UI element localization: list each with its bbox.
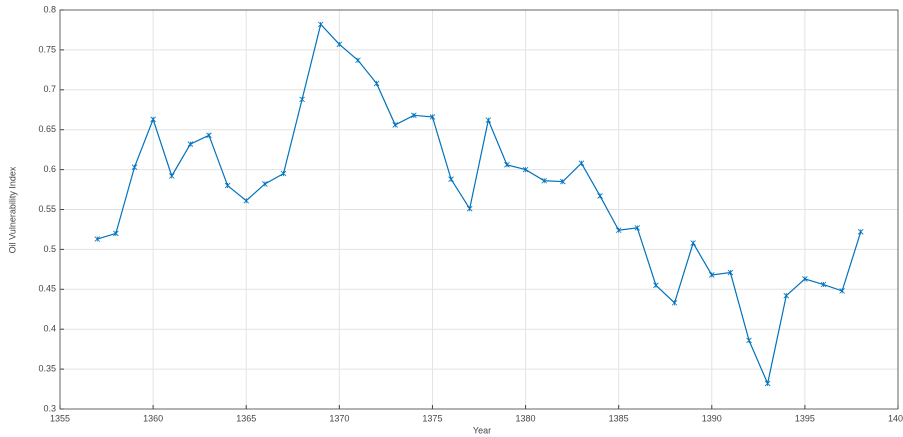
x-axis-label: Year — [473, 425, 491, 435]
marker — [355, 57, 361, 64]
y-tick-label: 0.3 — [43, 403, 56, 413]
marker — [727, 269, 734, 276]
marker — [839, 288, 845, 294]
marker — [150, 116, 156, 123]
marker — [94, 236, 101, 242]
marker — [168, 173, 175, 179]
marker — [541, 177, 547, 184]
marker — [373, 80, 380, 87]
marker — [560, 178, 566, 185]
marker — [187, 141, 194, 147]
marker — [690, 240, 696, 246]
x-tick-label: 1380 — [516, 413, 536, 423]
marker — [392, 122, 398, 128]
y-tick-label: 0.8 — [43, 4, 56, 14]
marker — [802, 276, 808, 282]
marker — [634, 225, 641, 231]
y-tick-label: 0.35 — [38, 363, 56, 373]
x-tick-label: 1375 — [422, 413, 442, 423]
x-tick-label: 1360 — [143, 413, 163, 423]
marker — [820, 281, 827, 288]
y-tick-label: 0.5 — [43, 244, 56, 254]
marker — [429, 114, 436, 120]
marker — [653, 282, 659, 289]
marker — [522, 166, 529, 173]
marker — [783, 292, 790, 299]
marker — [336, 41, 343, 48]
marker — [411, 112, 417, 119]
marker — [466, 205, 473, 212]
marker — [708, 272, 715, 278]
x-tick-label: 1390 — [702, 413, 722, 423]
marker — [485, 117, 492, 123]
marker — [615, 227, 622, 234]
marker — [262, 181, 268, 187]
marker — [857, 229, 864, 235]
x-tick-label: 1385 — [609, 413, 629, 423]
marker — [597, 193, 603, 199]
marker — [448, 176, 454, 182]
x-tick-label: 1400 — [888, 413, 903, 423]
x-tick-label: 1355 — [50, 413, 70, 423]
marker — [317, 21, 324, 28]
marker — [671, 300, 678, 306]
y-tick-label: 0.4 — [43, 324, 56, 334]
marker — [504, 162, 510, 168]
y-tick-label: 0.7 — [43, 84, 56, 94]
marker — [131, 164, 138, 170]
x-tick-label: 1370 — [329, 413, 349, 423]
y-tick-label: 0.45 — [38, 284, 56, 294]
marker — [206, 132, 212, 139]
series-line — [97, 23, 862, 386]
marker — [113, 230, 119, 237]
marker — [578, 160, 585, 166]
y-tick-label: 0.55 — [38, 204, 56, 214]
marker — [764, 380, 771, 387]
x-tick-label: 1395 — [795, 413, 815, 423]
y-tick-label: 0.6 — [43, 164, 56, 174]
marker — [299, 96, 305, 103]
marker — [243, 197, 250, 204]
y-axis-label: Oil Vulnerability Index — [7, 166, 17, 253]
y-tick-label: 0.65 — [38, 124, 56, 134]
marker — [280, 170, 287, 177]
marker — [746, 337, 752, 344]
x-tick-label: 1365 — [236, 413, 256, 423]
marker — [224, 182, 231, 189]
y-tick-label: 0.75 — [38, 44, 56, 54]
axes-box — [59, 9, 899, 410]
